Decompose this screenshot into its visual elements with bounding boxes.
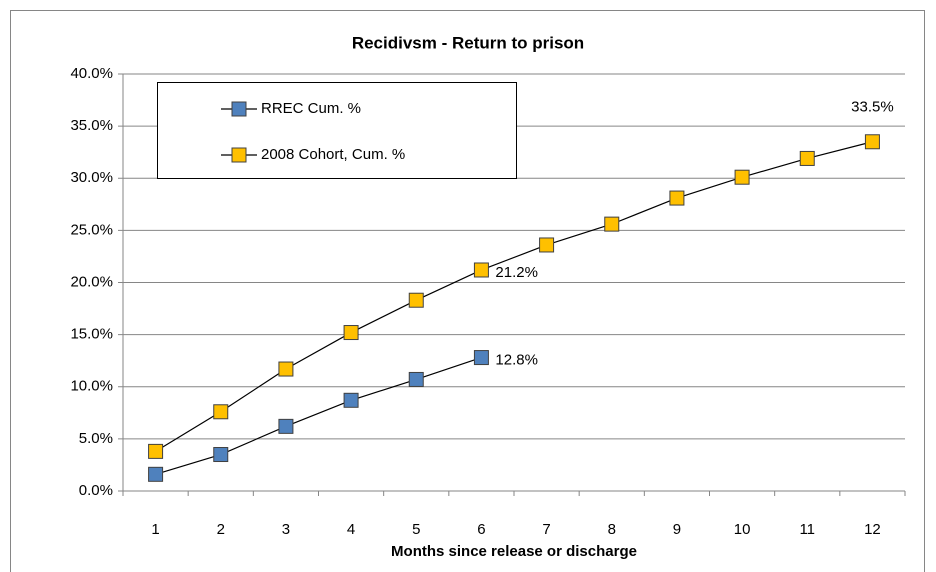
y-tick-label: 25.0% xyxy=(70,221,113,238)
x-tick-label: 12 xyxy=(864,521,881,538)
y-tick-label: 20.0% xyxy=(70,273,113,290)
marker xyxy=(148,466,164,482)
x-tick-label: 11 xyxy=(799,521,815,538)
marker xyxy=(408,371,424,387)
marker xyxy=(408,292,424,308)
y-tick-label: 30.0% xyxy=(70,169,113,186)
marker xyxy=(799,150,815,166)
marker xyxy=(864,134,880,150)
marker xyxy=(148,443,164,459)
series-line xyxy=(155,356,482,475)
marker xyxy=(343,392,359,408)
x-tick-label: 1 xyxy=(151,521,159,538)
marker xyxy=(734,169,750,185)
x-tick-label: 4 xyxy=(347,521,355,538)
data-label: 33.5% xyxy=(851,99,894,116)
series-line xyxy=(155,141,873,452)
marker xyxy=(473,350,489,366)
x-tick-label: 10 xyxy=(734,521,751,538)
x-tick-label: 8 xyxy=(608,521,616,538)
x-tick-label: 6 xyxy=(477,521,485,538)
y-tick-label: 10.0% xyxy=(70,378,113,395)
marker xyxy=(539,237,555,253)
x-tick-label: 5 xyxy=(412,521,420,538)
marker xyxy=(213,447,229,463)
y-tick-label: 5.0% xyxy=(79,430,113,447)
y-tick-label: 0.0% xyxy=(79,482,113,499)
marker xyxy=(278,418,294,434)
marker xyxy=(278,361,294,377)
x-tick-label: 3 xyxy=(282,521,290,538)
x-tick-label: 2 xyxy=(217,521,225,538)
chart-title: Recidivsm - Return to prison xyxy=(352,33,584,52)
marker xyxy=(343,325,359,341)
x-tick-label: 7 xyxy=(542,521,550,538)
y-tick-label: 35.0% xyxy=(70,117,113,134)
marker xyxy=(213,404,229,420)
marker xyxy=(473,262,489,278)
data-label: 12.8% xyxy=(495,352,538,369)
legend-marker xyxy=(231,101,247,117)
legend-marker xyxy=(231,147,247,163)
marker xyxy=(604,216,620,232)
x-axis-label: Months since release or discharge xyxy=(391,543,637,560)
y-tick-label: 15.0% xyxy=(70,326,113,343)
legend-label: RREC Cum. % xyxy=(261,100,361,117)
legend-box xyxy=(157,82,517,179)
legend-label: 2008 Cohort, Cum. % xyxy=(261,146,405,163)
marker xyxy=(669,190,685,206)
data-label: 21.2% xyxy=(495,264,538,281)
y-tick-label: 40.0% xyxy=(70,65,113,82)
x-tick-label: 9 xyxy=(673,521,681,538)
